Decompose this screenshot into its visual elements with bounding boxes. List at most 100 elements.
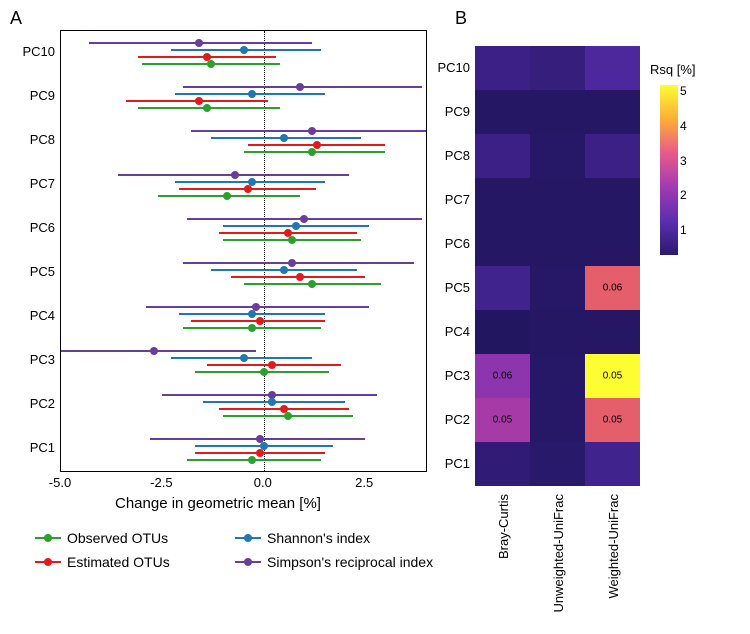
heatmap-row-label: PC1 (425, 456, 470, 471)
heatmap-cell (475, 222, 530, 266)
figure-container: A B PC10PC9PC8PC7PC6PC5PC4PC3PC2PC1 -5.0… (0, 0, 750, 620)
ci-point (207, 60, 215, 68)
colorbar-title: Rsq [%] (650, 62, 696, 77)
legend-label: Estimated OTUs (67, 554, 170, 570)
heatmap-col-label: Weighted-UniFrac (606, 494, 621, 634)
pc-row-label: PC8 (10, 132, 55, 147)
legend-label: Simpson's reciprocal index (267, 554, 433, 570)
heatmap-cell (530, 178, 585, 222)
x-tick-label: -2.5 (150, 475, 172, 490)
legend-label: Shannon's index (267, 530, 370, 546)
pc-row-label: PC1 (10, 440, 55, 455)
heatmap-annotation: 0.05 (493, 415, 512, 426)
heatmap-annotation: 0.05 (603, 371, 622, 382)
ci-point (280, 266, 288, 274)
ci-point (203, 104, 211, 112)
ci-point (248, 90, 256, 98)
ci-point (300, 215, 308, 223)
ci-point (308, 148, 316, 156)
heatmap-cell (585, 310, 640, 354)
heatmap-row-label: PC6 (425, 236, 470, 251)
heatmap-cell (585, 46, 640, 90)
pc-row-label: PC2 (10, 396, 55, 411)
ci-point (256, 317, 264, 325)
legend-item-simpson: Simpson's reciprocal index (235, 554, 435, 570)
colorbar (660, 85, 678, 255)
legend-item-estimated: Estimated OTUs (35, 554, 235, 570)
heatmap-annotation: 0.05 (603, 415, 622, 426)
heatmap-annotation: 0.06 (603, 283, 622, 294)
pc-row-label: PC5 (10, 264, 55, 279)
heatmap-col-label: Bray-Curtis (496, 494, 511, 634)
heatmap-cell (475, 134, 530, 178)
pc-row-label: PC3 (10, 352, 55, 367)
legend: Observed OTUs Shannon's index Estimated … (35, 530, 435, 578)
heatmap-col-label: Unweighted-UniFrac (551, 494, 566, 634)
ci-point (195, 39, 203, 47)
legend-item-shannon: Shannon's index (235, 530, 435, 546)
pc-row-label: PC6 (10, 220, 55, 235)
heatmap-row-label: PC4 (425, 324, 470, 339)
heatmap-row-label: PC10 (425, 60, 470, 75)
ci-line (183, 262, 414, 264)
heatmap-cell (475, 266, 530, 310)
ci-line (61, 350, 256, 352)
heatmap-cell (530, 442, 585, 486)
heatmap-cell (530, 354, 585, 398)
ci-point (256, 449, 264, 457)
ci-point (284, 412, 292, 420)
heatmap-cell (585, 222, 640, 266)
x-tick-label: -5.0 (49, 475, 71, 490)
heatmap-cell (475, 442, 530, 486)
ci-point (280, 134, 288, 142)
pc-row-label: PC9 (10, 88, 55, 103)
legend-label: Observed OTUs (67, 530, 168, 546)
heatmap-cell (475, 46, 530, 90)
heatmap-cell (530, 90, 585, 134)
colorbar-tick: 4 (680, 119, 687, 133)
colorbar-tick: 3 (680, 154, 687, 168)
heatmap-cell (585, 442, 640, 486)
heatmap-cell (475, 178, 530, 222)
ci-point (248, 456, 256, 464)
heatmap-cell (475, 90, 530, 134)
heatmap-cell (530, 222, 585, 266)
x-tick-label: 0.0 (254, 475, 272, 490)
heatmap-cell (475, 310, 530, 354)
ci-point (260, 368, 268, 376)
heatmap-row-label: PC3 (425, 368, 470, 383)
colorbar-tick: 5 (680, 84, 687, 98)
heatmap-annotation: 0.06 (493, 371, 512, 382)
heatmap-row-label: PC5 (425, 280, 470, 295)
heatmap-cell (585, 90, 640, 134)
forest-plot-panel (60, 30, 427, 472)
ci-point (288, 259, 296, 267)
heatmap-row-label: PC8 (425, 148, 470, 163)
ci-point (292, 222, 300, 230)
heatmap-row-label: PC7 (425, 192, 470, 207)
ci-point (150, 347, 158, 355)
ci-point (308, 127, 316, 135)
ci-point (296, 273, 304, 281)
panel-b-label: B (455, 8, 467, 29)
x-axis-title: Change in geometric mean [%] (115, 495, 321, 512)
ci-point (248, 310, 256, 318)
heatmap-cell (530, 398, 585, 442)
ci-point (288, 236, 296, 244)
ci-point (268, 361, 276, 369)
legend-item-observed: Observed OTUs (35, 530, 235, 546)
heatmap-cell (530, 46, 585, 90)
ci-point (308, 280, 316, 288)
heatmap-cell (530, 266, 585, 310)
ci-point (268, 398, 276, 406)
pc-row-label: PC4 (10, 308, 55, 323)
ci-point (231, 171, 239, 179)
ci-point (244, 185, 252, 193)
ci-point (240, 354, 248, 362)
colorbar-tick: 2 (680, 188, 687, 202)
ci-point (195, 97, 203, 105)
heatmap-cell (530, 310, 585, 354)
ci-point (240, 46, 248, 54)
pc-row-label: PC10 (10, 44, 55, 59)
ci-point (223, 192, 231, 200)
